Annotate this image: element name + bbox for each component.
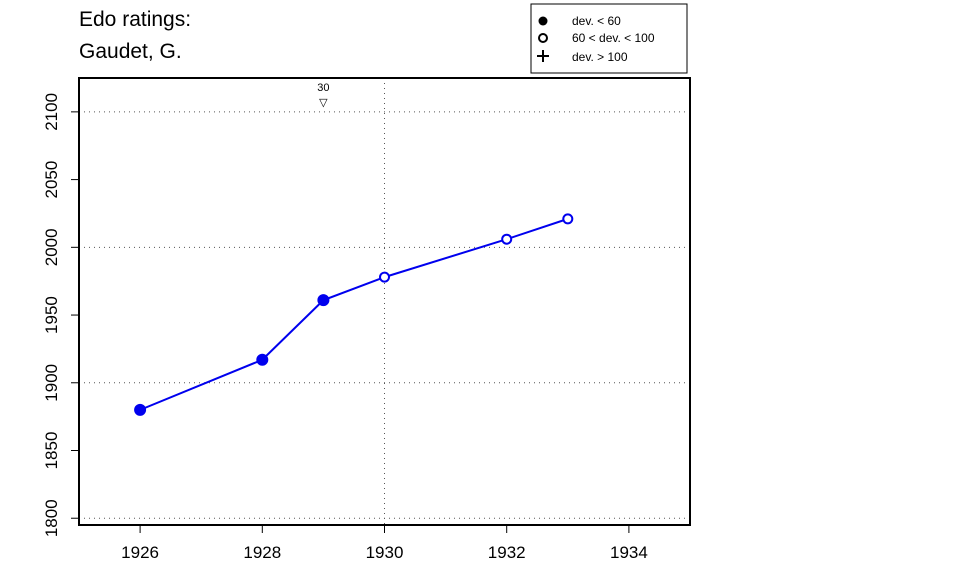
legend: dev. < 60 60 < dev. < 100 dev. > 100	[530, 3, 688, 74]
x-tick-label: 1926	[121, 543, 159, 562]
legend-filled-circle-icon	[538, 16, 548, 26]
legend-box	[530, 3, 688, 74]
y-tick-label: 1850	[42, 432, 61, 470]
axes: 1926 1928 1930 1932 1934 1800 1850 1900 1950 2000…	[42, 93, 648, 562]
data-point	[562, 213, 574, 225]
x-tick-label: 1928	[243, 543, 281, 562]
data-point	[379, 271, 390, 283]
legend-label-1: dev. < 60	[572, 14, 621, 28]
rating-line	[139, 217, 569, 411]
annotation-label: 30	[317, 82, 329, 94]
annotations: 30 ▽	[317, 82, 329, 109]
plot-frame	[78, 77, 691, 526]
data-point	[134, 403, 147, 416]
y-tick-label: 2100	[42, 93, 61, 131]
legend-label-3: dev. > 100	[572, 50, 628, 64]
series	[134, 213, 574, 416]
data-point	[256, 353, 269, 366]
y-tick-label: 1800	[42, 499, 61, 537]
x-tick-label: 1934	[610, 543, 648, 562]
y-tick-label: 2000	[42, 228, 61, 266]
legend-label-2: 60 < dev. < 100	[572, 31, 655, 45]
x-tick-label: 1930	[366, 543, 404, 562]
y-tick-label: 1900	[42, 364, 61, 402]
y-tick-label: 1950	[42, 296, 61, 334]
x-tick-label: 1932	[488, 543, 526, 562]
data-point	[317, 294, 330, 307]
chart-title-line-2: Gaudet, G.	[79, 40, 182, 63]
data-point	[501, 233, 513, 245]
y-tick-label: 2050	[42, 161, 61, 199]
chart-title-line-1: Edo ratings:	[79, 8, 192, 31]
annotation-triangle-icon: ▽	[319, 97, 328, 109]
grid-lines	[78, 78, 691, 525]
legend-plus-icon	[537, 50, 549, 62]
legend-open-circle-icon	[538, 33, 548, 43]
